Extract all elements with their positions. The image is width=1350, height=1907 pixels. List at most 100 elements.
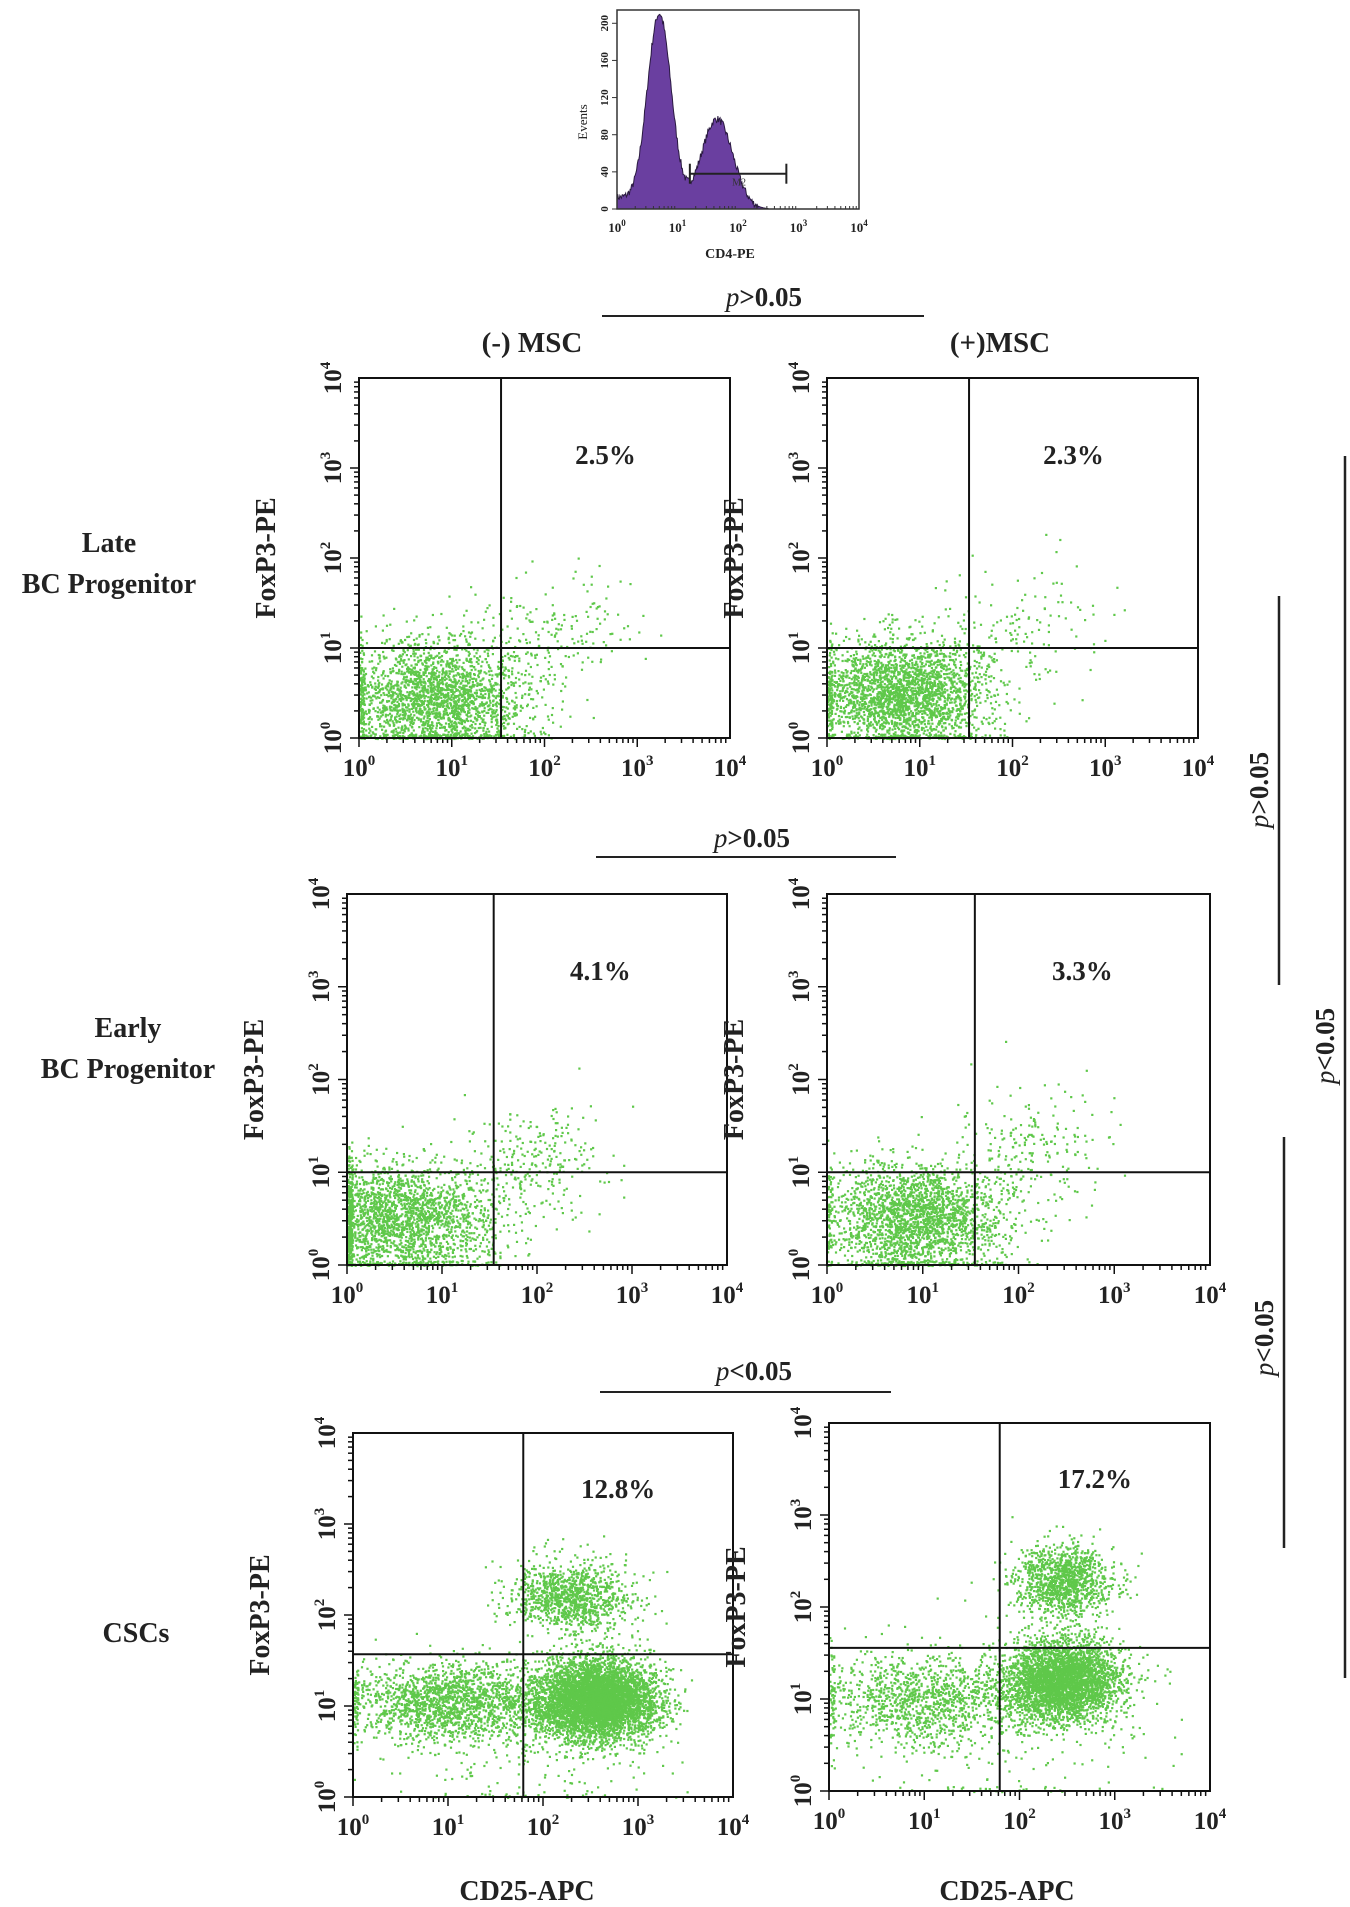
event-point [420, 689, 423, 692]
event-point [919, 686, 922, 689]
event-point [855, 708, 858, 711]
event-point [861, 691, 864, 694]
event-point [946, 699, 949, 702]
event-point [461, 695, 464, 698]
event-point [512, 722, 516, 725]
event-point [507, 722, 510, 725]
event-point [412, 680, 415, 683]
event-point [902, 659, 905, 662]
event-point [456, 644, 459, 647]
event-point [898, 705, 901, 709]
event-point [436, 654, 439, 657]
event-point [443, 701, 446, 704]
event-point [894, 710, 897, 713]
event-point [442, 704, 445, 707]
event-point [899, 645, 902, 648]
event-point [434, 730, 437, 733]
event-point [896, 734, 900, 737]
event-point [946, 672, 949, 676]
event-point [436, 675, 439, 678]
event-point [397, 642, 400, 645]
event-point [436, 689, 439, 692]
event-point [923, 729, 926, 732]
event-point [858, 703, 861, 706]
event-point [360, 631, 363, 634]
event-point [465, 657, 468, 660]
event-point [980, 676, 983, 679]
event-point [872, 734, 875, 737]
event-point [400, 659, 403, 662]
event-point [437, 712, 441, 715]
event-point [872, 671, 875, 674]
event-point [908, 675, 912, 678]
event-point [978, 673, 981, 676]
event-point [424, 707, 427, 710]
event-point [405, 676, 408, 679]
event-point [427, 708, 430, 711]
event-point [546, 620, 549, 623]
event-point [488, 730, 491, 733]
event-point [507, 675, 510, 678]
event-point [842, 680, 845, 683]
event-point [938, 693, 941, 696]
event-point [978, 696, 981, 699]
event-point [911, 633, 914, 636]
event-point [897, 697, 900, 700]
event-point [421, 711, 425, 714]
event-point [377, 718, 380, 721]
event-point [530, 654, 533, 657]
event-point [512, 712, 515, 715]
event-point [364, 710, 367, 713]
event-point [360, 727, 363, 730]
event-point [984, 700, 987, 703]
event-point [913, 679, 916, 682]
event-point [414, 673, 417, 676]
event-point [437, 693, 440, 696]
event-point [496, 733, 500, 736]
event-point [400, 640, 404, 643]
event-point [863, 617, 866, 621]
event-point [930, 653, 933, 656]
event-point [867, 661, 870, 664]
event-point [465, 719, 468, 722]
event-point [958, 697, 961, 700]
event-point [860, 638, 863, 641]
event-point [519, 704, 523, 707]
event-point [889, 653, 892, 656]
event-point [454, 679, 457, 682]
event-point [887, 626, 890, 630]
event-point [828, 659, 831, 662]
event-point [407, 704, 410, 707]
event-point [524, 681, 527, 684]
event-point [390, 697, 393, 700]
event-point [872, 707, 875, 710]
event-point [837, 670, 840, 673]
event-point [449, 721, 452, 724]
event-point [362, 715, 365, 718]
event-point [386, 693, 389, 696]
event-point [531, 675, 534, 678]
event-point [886, 731, 889, 734]
event-point [370, 734, 373, 737]
event-point [373, 695, 376, 698]
event-point [383, 705, 386, 708]
event-point [425, 675, 428, 678]
event-point [903, 719, 906, 722]
event-point [375, 667, 378, 670]
event-point [858, 634, 861, 637]
event-point [903, 660, 907, 663]
event-point [386, 700, 389, 703]
event-point [417, 648, 420, 651]
event-point [954, 687, 957, 690]
event-point [431, 727, 434, 730]
event-point [929, 686, 932, 689]
event-point [959, 713, 962, 716]
event-point [395, 664, 398, 667]
event-point [439, 715, 442, 718]
event-point [518, 657, 521, 660]
event-point [494, 673, 497, 676]
event-point [882, 620, 885, 623]
event-point [406, 667, 409, 670]
event-point [529, 730, 532, 733]
event-point [610, 650, 613, 653]
